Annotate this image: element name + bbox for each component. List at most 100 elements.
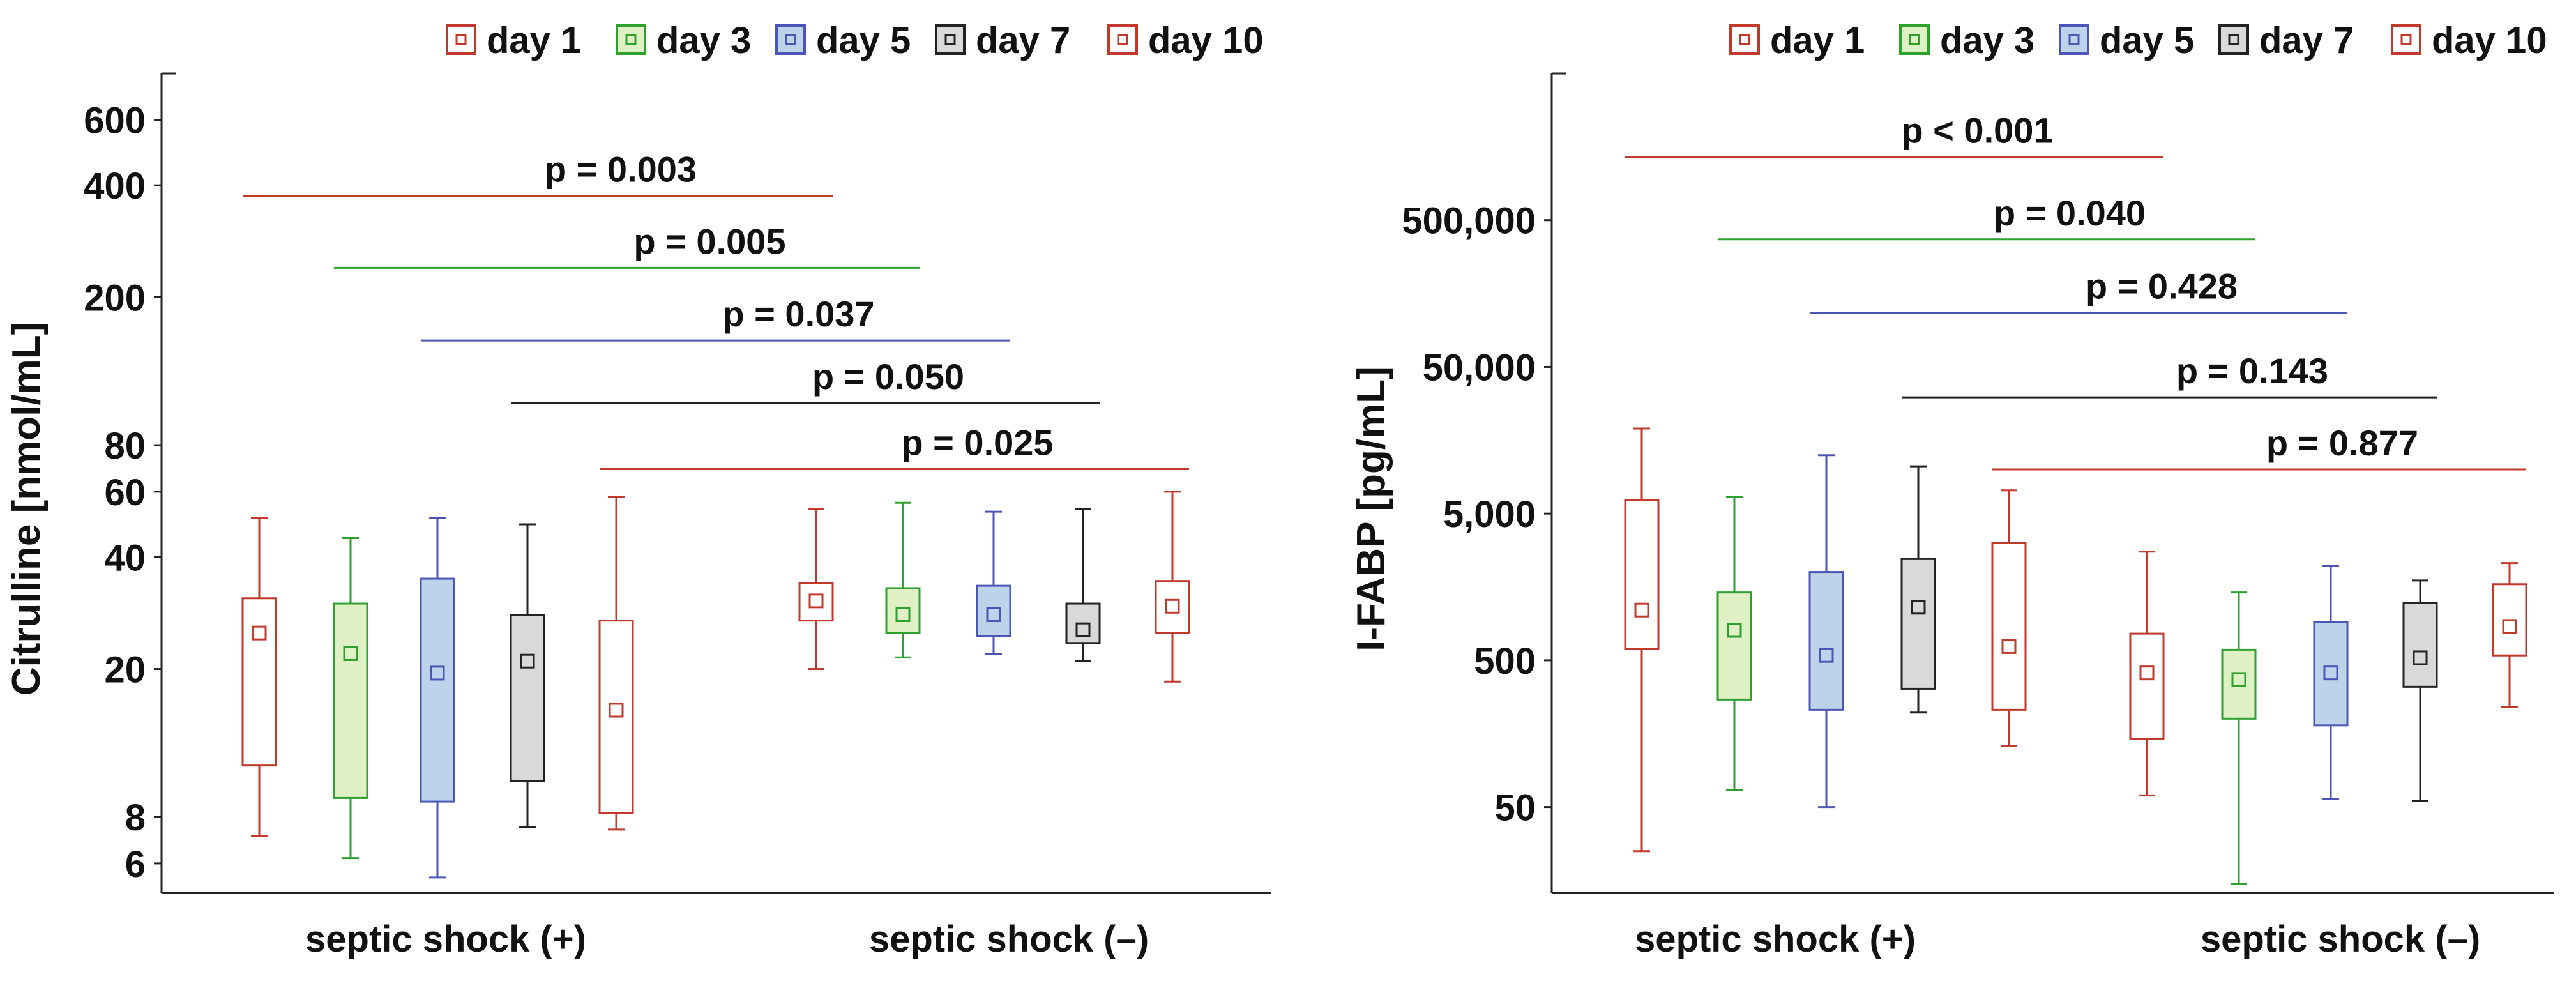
box-plot [1991, 489, 2027, 747]
legend-swatch [2059, 24, 2089, 55]
p-value-label: p = 0.143 [2176, 351, 2328, 391]
legend-marker [1909, 34, 1920, 45]
box-plot [2402, 579, 2438, 802]
box-plot [1900, 465, 1936, 714]
box-body [1716, 591, 1752, 701]
legend-label: day 5 [816, 20, 911, 61]
box-plot [598, 496, 634, 831]
median-marker [343, 646, 358, 661]
box-plot [2221, 591, 2257, 885]
box-plot [798, 507, 834, 671]
legend-marker [785, 34, 796, 45]
box-body [1624, 499, 1660, 650]
group-label: septic shock (–) [2201, 918, 2480, 960]
box-body [976, 584, 1011, 637]
box-plot [333, 537, 368, 860]
p-value-label: p = 0.428 [2086, 266, 2238, 307]
legend-swatch [1729, 24, 1760, 55]
median-marker [1819, 648, 1834, 663]
legend-marker [2068, 34, 2080, 45]
median-marker [2231, 672, 2246, 687]
box-plot [1624, 427, 1660, 853]
y-tick-label: 6 [125, 844, 146, 885]
group-label: septic shock (+) [305, 918, 586, 960]
median-marker [895, 607, 911, 622]
p-value-label: p < 0.001 [1901, 110, 2053, 151]
box-body [1808, 571, 1844, 711]
box-plot [2313, 565, 2349, 800]
box-body [2129, 632, 2165, 740]
legend-marker [2400, 34, 2412, 45]
legend-marker [2228, 34, 2239, 45]
box-body [333, 602, 368, 799]
group-label: septic shock (+) [1635, 918, 1916, 960]
legend-swatch [1899, 24, 1930, 55]
median-marker [986, 607, 1001, 622]
legend-label: day 7 [2259, 20, 2354, 61]
median-marker [252, 625, 267, 641]
legend-label: day 10 [1148, 20, 1264, 61]
legend-swatch [1107, 24, 1138, 55]
p-value-label: p = 0.003 [545, 149, 697, 190]
p-value-label: p = 0.037 [722, 294, 874, 334]
y-tick-label: 400 [84, 165, 146, 207]
p-value-label: p = 0.877 [2266, 423, 2418, 463]
y-tick-label: 200 [84, 277, 146, 319]
median-marker [808, 593, 824, 609]
box-body [510, 613, 545, 782]
chart-panel-1: 6 8 20 40 60 80 200 400 600 Citrulline [nmol/mL] s… [4, 20, 1271, 960]
legend-label: day 3 [656, 20, 751, 61]
legend-label: day 1 [1770, 20, 1865, 61]
y-tick-label: 8 [125, 797, 146, 839]
y-tick-label: 20 [104, 650, 146, 691]
p-value-label: p = 0.025 [901, 422, 1053, 462]
median-marker [520, 653, 535, 669]
box-body [798, 582, 834, 622]
box-plot [2129, 551, 2165, 796]
box-body [1900, 558, 1936, 690]
y-tick-label: 5,000 [1443, 494, 1536, 535]
legend-marker [1117, 34, 1128, 45]
legend-label: day 10 [2432, 20, 2547, 61]
y-tick-label: 80 [104, 425, 146, 467]
median-marker [1727, 623, 1742, 638]
median-marker [1075, 622, 1091, 637]
box-plot [1808, 454, 1844, 809]
chart-panel-2: 50 500 5,000 50,000 500,000 I-FABP [pg/mL] sep… [1349, 20, 2554, 960]
median-marker [2413, 650, 2428, 665]
legend-swatch [935, 24, 966, 55]
box-body [241, 597, 277, 767]
box-body [1991, 542, 2027, 711]
box-plot [1065, 507, 1101, 662]
y-tick-label: 50 [1494, 787, 1536, 829]
legend-label: day 1 [487, 20, 581, 61]
legend-label: day 3 [1940, 20, 2034, 61]
p-value-label: p = 0.050 [812, 356, 964, 397]
legend-swatch [446, 24, 476, 55]
legend-swatch [2391, 24, 2421, 55]
group-label: septic shock (–) [869, 918, 1149, 960]
legend-swatch [775, 24, 806, 55]
box-body [420, 577, 455, 803]
legend-swatch [2218, 24, 2249, 55]
legend-marker [455, 34, 467, 45]
median-marker [1911, 600, 1926, 615]
y-tick-label: 600 [84, 100, 146, 142]
box-plot [1716, 496, 1752, 791]
box-plot [2492, 562, 2527, 708]
box-plot [510, 523, 545, 828]
median-marker [2139, 665, 2155, 681]
median-marker [1634, 602, 1649, 618]
legend-marker [1739, 34, 1750, 45]
median-marker [1165, 598, 1180, 614]
legend-label: day 7 [976, 20, 1070, 61]
box-plot [420, 517, 455, 879]
p-value-label: p = 0.040 [1994, 193, 2146, 233]
box-body [2221, 648, 2257, 720]
y-axis-label: I-FABP [pg/mL] [1349, 366, 1393, 651]
box-body [1155, 580, 1190, 634]
p-value-label: p = 0.005 [633, 221, 785, 261]
y-tick-label: 40 [104, 537, 146, 579]
